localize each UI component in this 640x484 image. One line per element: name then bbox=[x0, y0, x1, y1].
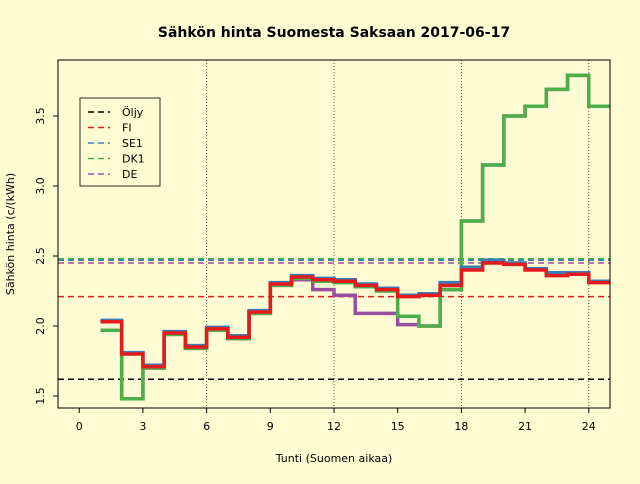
legend-label-se1: SE1 bbox=[122, 137, 143, 150]
legend-label-fi: FI bbox=[122, 122, 132, 135]
x-tick-label: 24 bbox=[582, 420, 596, 433]
y-tick-label: 3.5 bbox=[34, 107, 47, 125]
x-axis-label: Tunti (Suomen aikaa) bbox=[275, 452, 393, 465]
x-tick-label: 12 bbox=[327, 420, 341, 433]
y-tick-label: 1.5 bbox=[34, 387, 47, 405]
x-tick-label: 0 bbox=[76, 420, 83, 433]
series-line-fi bbox=[100, 261, 610, 369]
x-tick-label: 15 bbox=[391, 420, 405, 433]
y-axis-label: Sähkön hinta (c/(kWh) bbox=[4, 173, 17, 295]
series-line-de bbox=[100, 73, 610, 401]
series-line-dk1 bbox=[100, 73, 610, 401]
legend-label-dk1: DK1 bbox=[122, 153, 145, 166]
legend-box bbox=[79, 97, 161, 187]
x-tick-label: 18 bbox=[454, 420, 468, 433]
x-tick-label: 21 bbox=[518, 420, 532, 433]
legend-label-öljy: Öljy bbox=[122, 106, 144, 119]
x-tick-label: 3 bbox=[139, 420, 146, 433]
legend: Öljy FI SE1 DK1 DE bbox=[79, 97, 161, 187]
x-tick-label: 6 bbox=[203, 420, 210, 433]
x-tick-label: 9 bbox=[267, 420, 274, 433]
chart-title: Sähkön hinta Suomesta Saksaan 2017-06-17 bbox=[158, 25, 510, 41]
y-tick-label: 2.5 bbox=[34, 247, 47, 265]
legend-label-de: DE bbox=[122, 168, 137, 181]
y-tick-label: 3.0 bbox=[34, 177, 47, 195]
y-tick-label: 2.0 bbox=[34, 317, 47, 335]
